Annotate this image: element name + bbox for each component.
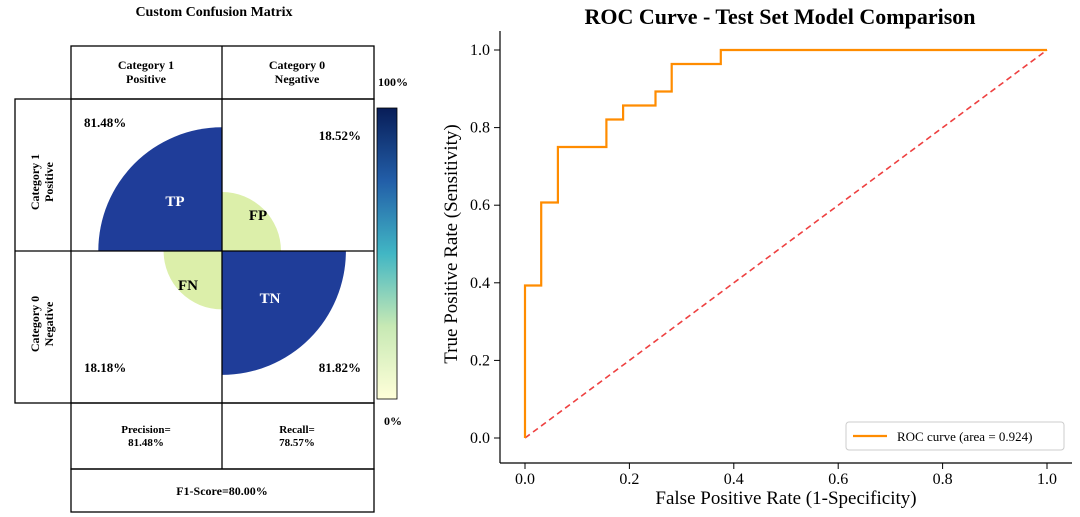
row-header-positive-line1: Category 1 <box>28 154 42 210</box>
y-tick-label: 0.0 <box>470 430 490 447</box>
y-tick-label: 1.0 <box>470 42 490 59</box>
y-tick-label: 0.8 <box>470 120 490 137</box>
x-tick-label: 0.8 <box>933 471 953 488</box>
row-header-positive-line2: Positive <box>42 161 56 202</box>
col-header-negative-line2: Negative <box>275 72 320 86</box>
colorbar-max-label: 100% <box>378 75 408 89</box>
row-header-negative-line1: Category 0 <box>28 296 42 352</box>
x-tick-label: 0.0 <box>515 471 535 488</box>
col-header-positive-line2: Positive <box>126 72 167 86</box>
recall-label: Recall= <box>279 424 315 436</box>
precision-label: Precision= <box>121 424 170 436</box>
colorbar <box>376 107 398 400</box>
fp-label: FP <box>249 208 267 224</box>
fn-label: FN <box>178 278 198 294</box>
tn-percent: 81.82% <box>319 360 361 375</box>
f1-score: F1-Score=80.00% <box>176 484 268 498</box>
y-tick-label: 0.2 <box>470 352 490 369</box>
matrix-grid <box>14 45 375 513</box>
col-header-negative-line1: Category 0 <box>269 58 325 72</box>
fp-wedge <box>222 192 281 251</box>
tn-wedge <box>222 251 346 375</box>
roc-chart: ROC Curve - Test Set Model Comparison 0.… <box>441 4 1072 509</box>
col-header-positive-line1: Category 1 <box>118 58 174 72</box>
y-axis-label: True Positive Rate (Sensitivity) <box>441 124 462 363</box>
confusion-matrix: Custom Confusion Matrix Category 1 Posit… <box>14 5 408 513</box>
roc-curve-line <box>523 48 1047 438</box>
tp-label: TP <box>165 194 184 210</box>
row-header-negative-line2: Negative <box>42 301 56 346</box>
x-tick-label: 0.2 <box>619 471 639 488</box>
legend-label: ROC curve (area = 0.924) <box>897 429 1032 444</box>
roc-title: ROC Curve - Test Set Model Comparison <box>584 4 975 29</box>
recall-value: 78.57% <box>279 437 315 449</box>
roc-ticks: 0.0 0.2 0.4 0.6 0.8 1.0 0.0 0.2 0.4 0.6 0.8 1.0 <box>470 42 1057 488</box>
chance-line <box>524 49 1048 439</box>
tp-percent: 81.48% <box>84 115 126 130</box>
tp-wedge <box>98 127 222 251</box>
x-tick-label: 0.4 <box>724 471 744 488</box>
y-tick-label: 0.6 <box>470 197 490 214</box>
tn-label: TN <box>260 291 281 307</box>
x-tick-label: 0.6 <box>828 471 848 488</box>
fn-percent: 18.18% <box>84 360 126 375</box>
fn-wedge <box>163 251 222 310</box>
fp-percent: 18.52% <box>319 128 361 143</box>
x-tick-label: 1.0 <box>1037 471 1057 488</box>
confusion-matrix-title: Custom Confusion Matrix <box>135 5 292 20</box>
y-tick-label: 0.4 <box>470 275 490 292</box>
precision-value: 81.48% <box>128 437 164 449</box>
colorbar-min-label: 0% <box>384 414 402 428</box>
x-axis-label: False Positive Rate (1-Specificity) <box>655 488 916 509</box>
legend-box <box>845 421 1065 451</box>
